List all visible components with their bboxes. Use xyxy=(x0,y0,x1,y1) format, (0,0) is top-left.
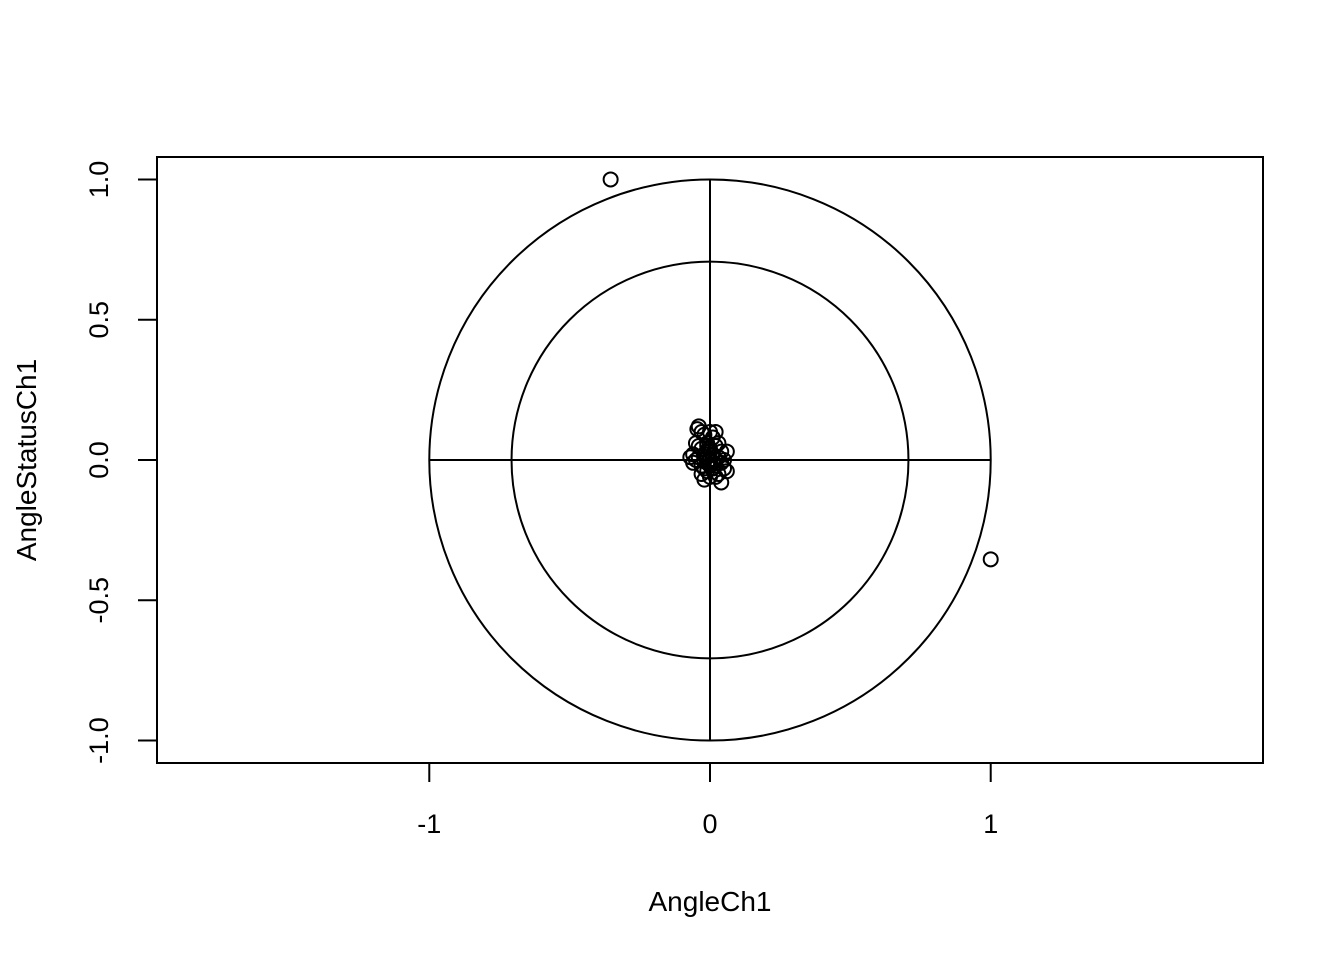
y-tick-label: -0.5 xyxy=(84,577,114,624)
data-point xyxy=(687,452,704,468)
y-tick-label: -1.0 xyxy=(84,717,114,764)
data-point xyxy=(699,435,716,452)
data-point xyxy=(713,474,730,491)
data-point xyxy=(716,452,733,468)
points-layer xyxy=(602,171,999,568)
x-axis: -1 0 1 xyxy=(417,762,998,839)
data-point xyxy=(982,551,999,568)
data-point xyxy=(696,471,713,488)
x-tick-label: -1 xyxy=(417,809,441,839)
y-axis-title: AngleStatusCh1 xyxy=(11,359,42,561)
data-point xyxy=(602,171,619,188)
y-tick-label: 1.0 xyxy=(84,161,114,199)
x-axis-title: AngleCh1 xyxy=(649,886,772,917)
data-point xyxy=(702,457,718,474)
x-tick-label: 1 xyxy=(983,809,998,839)
y-tick-label: 0.5 xyxy=(84,301,114,339)
x-tick-label: 0 xyxy=(702,809,717,839)
data-point xyxy=(704,454,721,471)
y-axis: -1.0 -0.5 0.0 0.5 1.0 xyxy=(84,161,158,764)
y-tick-label: 0.0 xyxy=(84,441,114,479)
